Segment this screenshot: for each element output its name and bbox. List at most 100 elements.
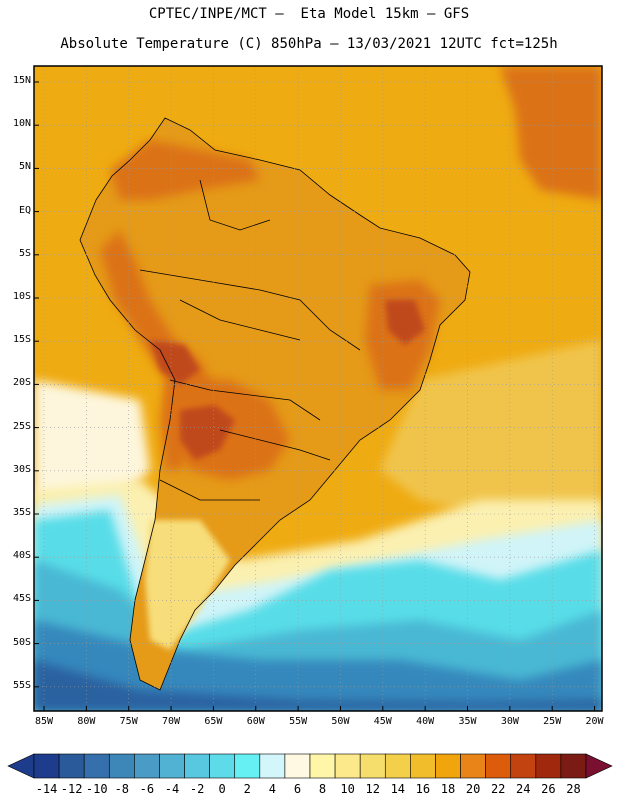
- colorbar-label: -4: [164, 782, 180, 796]
- pacific-pale-zone: [34, 380, 150, 500]
- country-border: [169, 379, 321, 421]
- colorbar-swatch: [134, 753, 160, 779]
- colorbar-swatch: [108, 753, 135, 779]
- colorbar-swatch: [560, 753, 587, 779]
- colorbar: [7, 753, 613, 779]
- colorbar-label: -8: [114, 782, 130, 796]
- colorbar-label: -6: [139, 782, 155, 796]
- lat-label: 30S: [12, 463, 31, 475]
- colorbar-swatch: [209, 753, 236, 779]
- colorbar-label: 26: [541, 782, 556, 796]
- colorbar-label: -2: [189, 782, 205, 796]
- colorbar-label: -14: [35, 782, 58, 796]
- country-border: [199, 179, 271, 231]
- colorbar-swatch: [234, 753, 261, 779]
- lat-lon-grid: [34, 66, 602, 711]
- colorbar-label: 0: [218, 782, 226, 796]
- lat-label: 25S: [12, 420, 31, 432]
- country-border: [219, 429, 331, 461]
- lon-label: 20W: [585, 716, 604, 727]
- colorbar-label: 20: [465, 782, 481, 796]
- southern-deep-blue-band: [34, 660, 602, 711]
- lon-label: 25W: [543, 716, 562, 727]
- colorbar-swatch: [334, 753, 361, 779]
- colorbar-swatch: [535, 753, 562, 779]
- chart-subtitle: Absolute Temperature (C) 850hPa – 13/03/…: [60, 36, 558, 52]
- lat-label: 15S: [12, 334, 31, 346]
- lat-label: 55S: [12, 679, 31, 691]
- lat-label: 10S: [12, 291, 31, 302]
- lat-label: EQ: [18, 204, 31, 216]
- colorbar-swatch: [460, 753, 486, 779]
- lat-label: 50S: [12, 636, 31, 648]
- colorbar-swatch: [58, 753, 85, 779]
- lat-label: 5N: [18, 161, 31, 173]
- very-hot-core-bolivia: [150, 340, 200, 385]
- colorbar-label: 10: [340, 782, 355, 796]
- lat-label: 10N: [12, 118, 31, 130]
- colorbar-arrow-high: [585, 753, 613, 779]
- country-border: [159, 479, 260, 501]
- lon-label: 45W: [373, 716, 392, 727]
- lat-label: 35S: [12, 507, 31, 518]
- lat-label: 15N: [12, 75, 31, 86]
- lat-label: 20S: [12, 377, 31, 389]
- lat-label: 5S: [18, 247, 31, 259]
- colorbar-label: 12: [365, 782, 380, 796]
- lon-label: 75W: [119, 716, 138, 727]
- patagonia-cool-zone: [145, 520, 230, 650]
- country-border: [179, 299, 301, 341]
- axis-ticks: [34, 81, 596, 711]
- lon-label: 35W: [458, 716, 477, 727]
- colorbar-label: 4: [268, 782, 276, 796]
- colorbar-swatch: [384, 753, 411, 779]
- lon-label: 30W: [500, 716, 519, 727]
- colorbar-swatch: [309, 753, 336, 779]
- colorbar-swatch: [159, 753, 185, 779]
- colorbar-label: 24: [516, 782, 531, 796]
- country-borders: [79, 117, 471, 691]
- lon-label: 65W: [204, 716, 223, 727]
- colorbar-label: 14: [390, 782, 406, 796]
- coastline: [79, 117, 471, 691]
- very-hot-core-northeast: [385, 300, 425, 345]
- colorbar-label: 2: [243, 782, 251, 796]
- ocean-southeast-band: [380, 340, 602, 520]
- lon-label: 40W: [416, 716, 435, 727]
- colorbar-arrow-low: [7, 753, 35, 779]
- lon-label: 70W: [162, 716, 181, 727]
- colorbar-swatch: [410, 753, 436, 779]
- colorbar-swatch: [33, 753, 60, 779]
- colorbar-label: 22: [490, 782, 506, 796]
- southern-blue-band: [34, 620, 602, 711]
- lat-label: 40S: [12, 550, 31, 562]
- colorbar-label: 18: [440, 782, 456, 796]
- colorbar-swatch: [510, 753, 537, 779]
- lon-label: 85W: [34, 716, 54, 727]
- colorbar-label: 6: [293, 782, 302, 796]
- very-hot-core-chaco: [180, 405, 235, 460]
- warm-ocean-northeast: [500, 66, 602, 200]
- lat-label: 45S: [12, 593, 31, 605]
- colorbar-swatch: [284, 753, 311, 779]
- colorbar-label: 8: [318, 782, 327, 796]
- hot-zone-venezuela: [110, 140, 260, 200]
- colorbar-swatch: [485, 753, 512, 779]
- colorbar-label: -10: [85, 782, 108, 796]
- colorbar-swatch: [184, 753, 210, 779]
- lon-label: 60W: [246, 716, 265, 727]
- chart-title: CPTEC/INPE/MCT – Eta Model 15km – GFS: [148, 6, 470, 22]
- colorbar-swatch: [435, 753, 461, 779]
- colorbar-swatch: [359, 753, 386, 779]
- colorbar-swatch: [83, 753, 110, 779]
- lon-label: 50W: [331, 716, 350, 727]
- plot-frame: [33, 65, 603, 712]
- colorbar-label: 16: [415, 782, 431, 796]
- lon-label: 55W: [289, 716, 308, 727]
- colorbar-swatch: [259, 753, 286, 779]
- map-plot-area: [34, 66, 602, 711]
- lon-label: 80W: [77, 716, 96, 727]
- colorbar-label: 28: [566, 782, 581, 796]
- country-border: [139, 269, 361, 351]
